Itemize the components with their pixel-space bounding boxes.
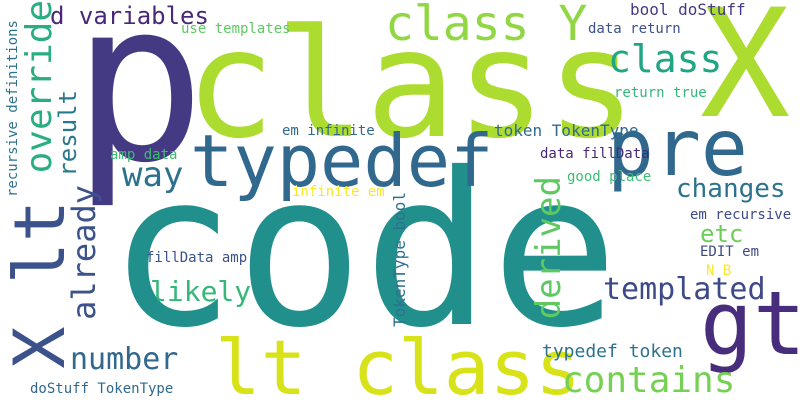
word-etc: etc <box>700 220 744 248</box>
word-class-large: class <box>185 0 637 172</box>
word-TokenType-bool: TokenType bool <box>390 192 409 327</box>
word-bool-doStuff: bool doStuff <box>630 0 746 19</box>
word-contains: contains <box>562 360 736 400</box>
word-class-small: class <box>608 37 723 81</box>
word-typedef: typedef <box>190 119 494 203</box>
word-code: code <box>108 127 619 374</box>
word-use-templates: use templates <box>181 21 291 37</box>
word-already: already <box>65 185 103 320</box>
word-number: number <box>70 342 179 377</box>
word-typedef-token: typedef token <box>542 341 683 362</box>
word-em-recursive: em recursive <box>690 207 792 223</box>
word-d-variables: d variables <box>50 2 209 30</box>
word-return-true: return true <box>614 85 707 101</box>
word-p: p <box>72 0 206 212</box>
word-N-B: N B <box>706 263 732 279</box>
word-pre: pre <box>607 104 748 194</box>
word-token-TokenType: token TokenType <box>494 121 639 140</box>
word-derived: derived <box>529 176 569 320</box>
word-good-place: good place <box>567 169 652 185</box>
word-amp-data: amp data <box>110 147 178 163</box>
word-EDIT-em: EDIT em <box>700 244 760 260</box>
word-X-large: X <box>700 0 791 152</box>
word-doStuff-TokenType: doStuff TokenType <box>30 381 174 397</box>
word-em-infinite: em infinite <box>282 123 375 139</box>
word-data-return: data return <box>588 21 681 37</box>
word-changes: changes <box>676 174 786 204</box>
word-fillData-amp: fillData amp <box>146 250 248 266</box>
word-likely: likely <box>150 275 252 308</box>
word-class-Y: class Y <box>385 0 588 52</box>
word-gt: gt <box>700 272 800 375</box>
word-recursive-definitions: recursive definitions <box>5 20 21 198</box>
word-result: result <box>54 90 82 177</box>
word-way: way <box>122 155 184 195</box>
word-lt-class: lt class <box>215 323 582 400</box>
word-templated: templated <box>603 272 766 307</box>
word-data-fillData: data fillData <box>540 146 650 162</box>
word-infinite-em: infinite em <box>292 184 385 200</box>
